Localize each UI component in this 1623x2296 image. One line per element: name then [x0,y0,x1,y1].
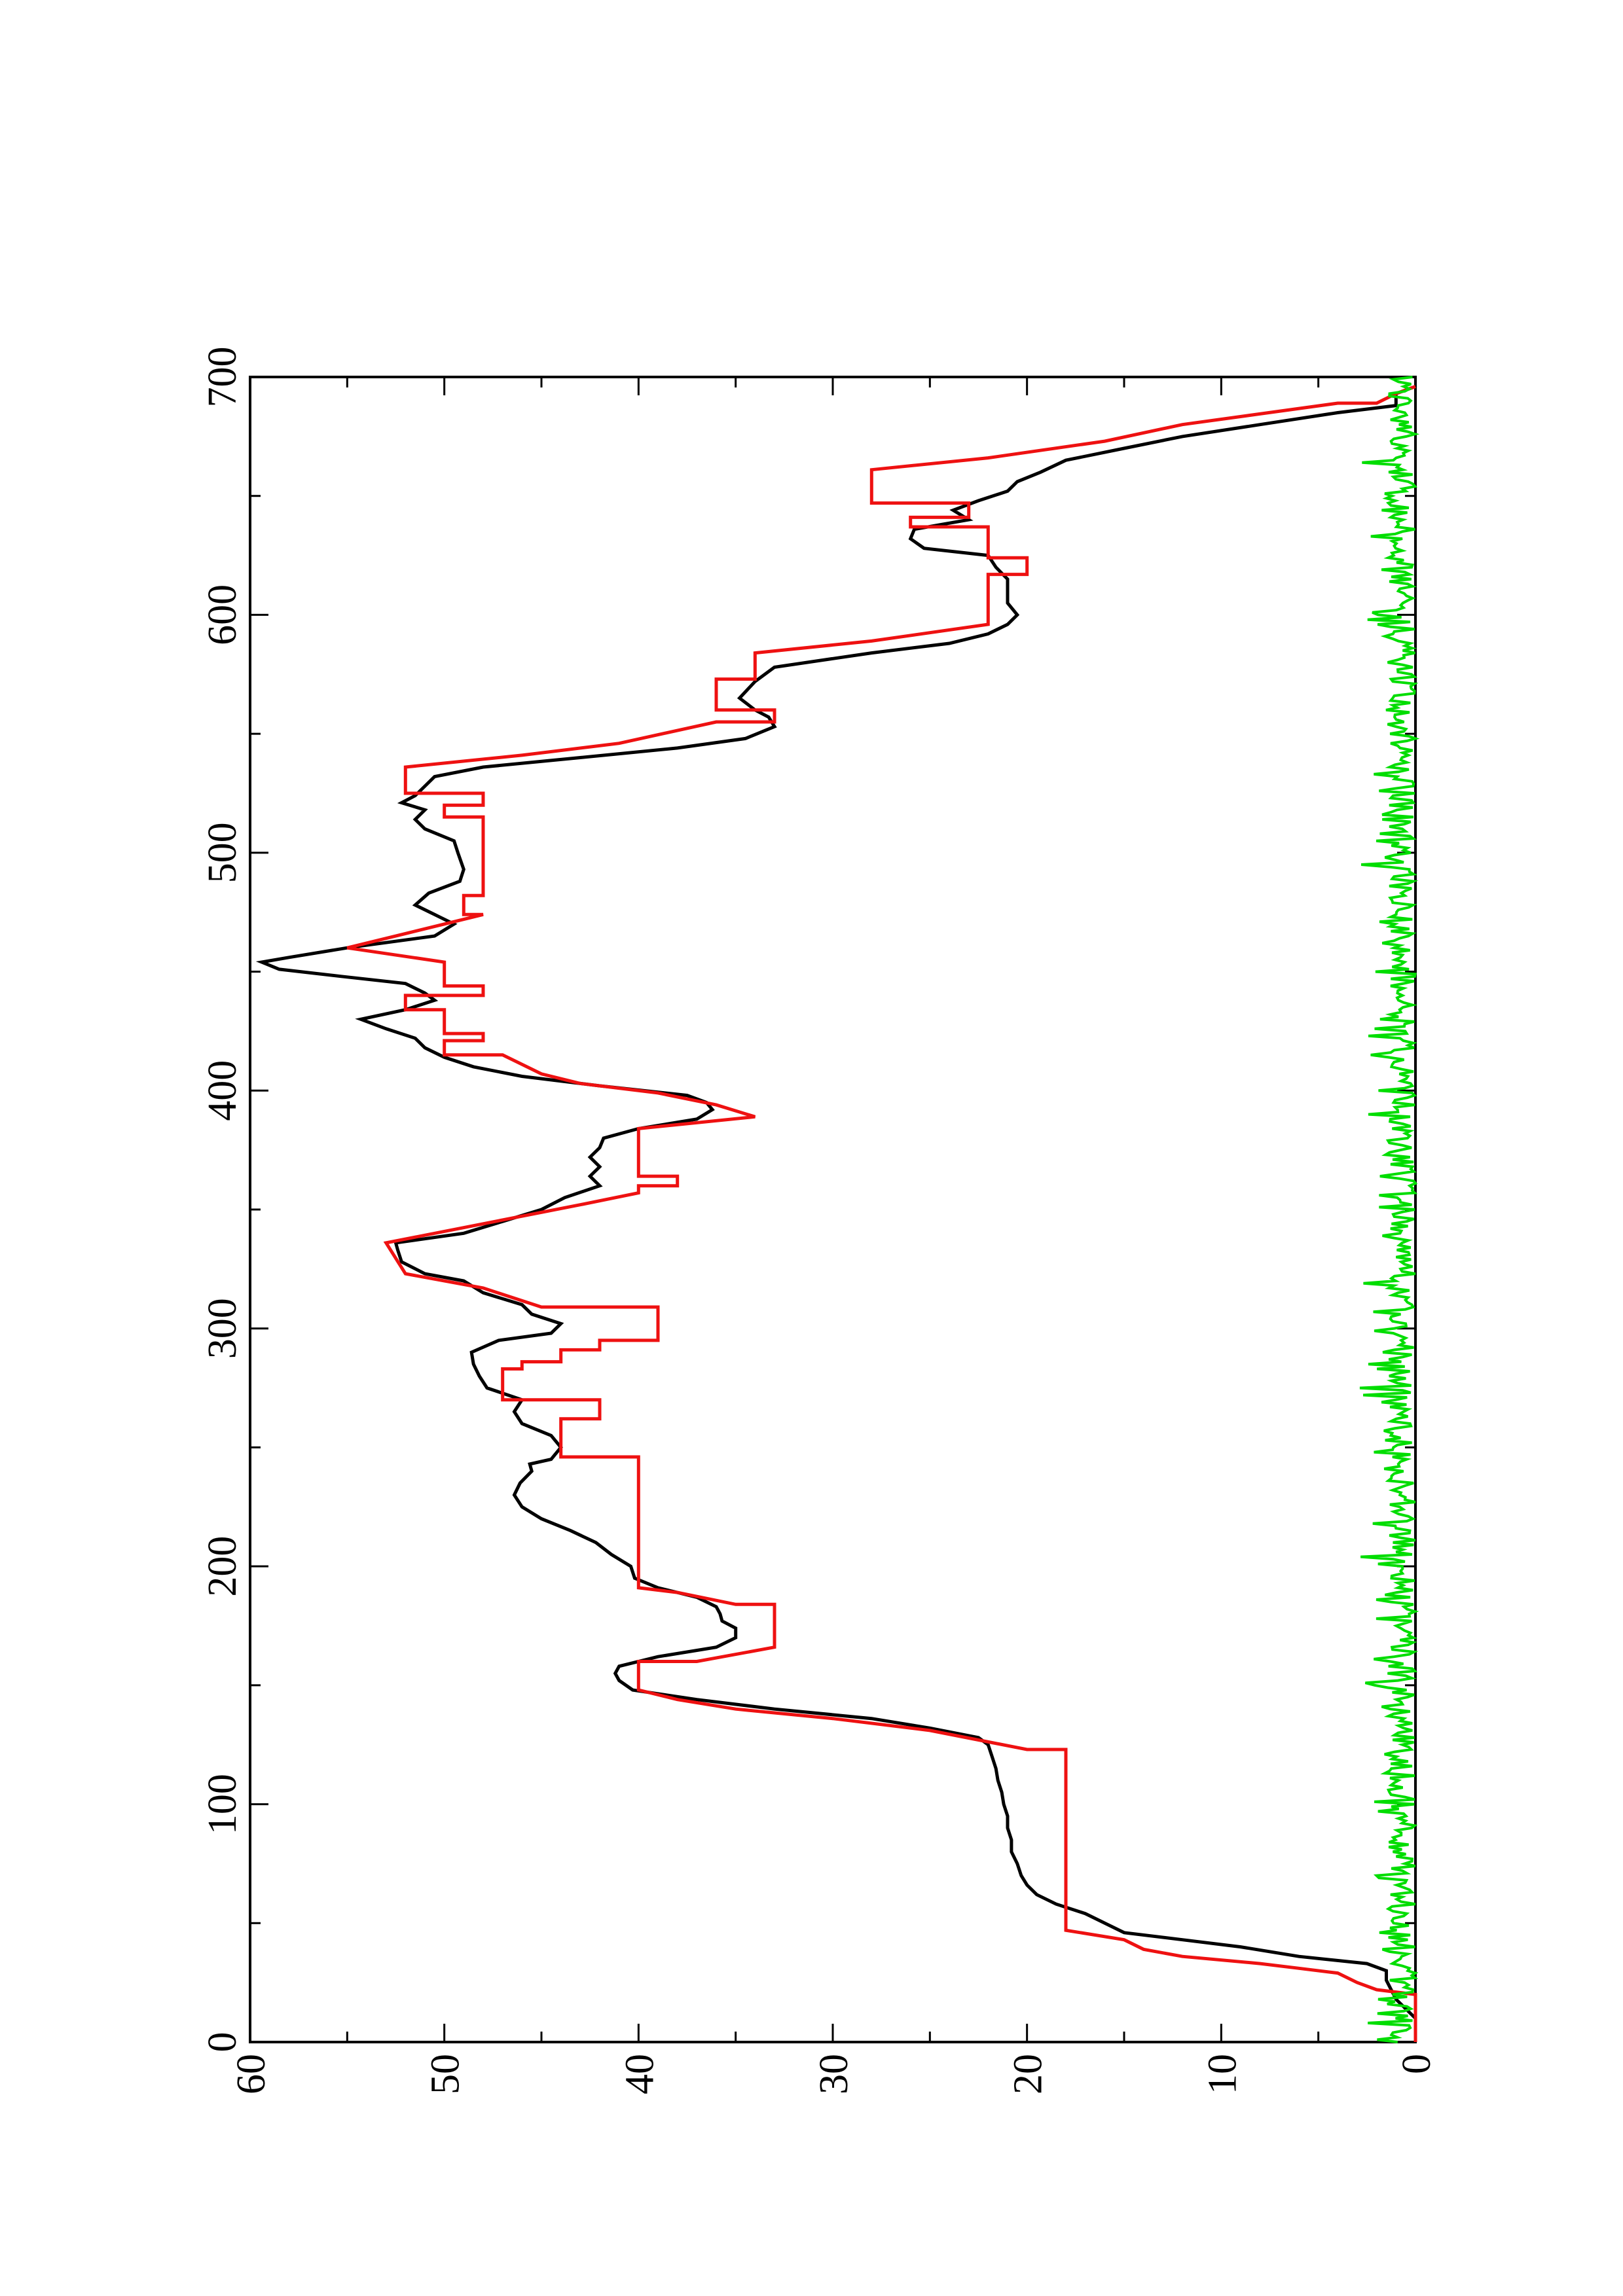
x-tick-label: 600 [200,584,245,645]
plot-area: 0 100 200 300 400 500 600 700 0 10 20 30 40 50 60 [200,347,1439,2095]
x-tick-label: 400 [200,1060,245,1121]
x-tick-label: 700 [200,347,245,408]
series-line-3 [1359,376,1420,2043]
plot-frame [249,376,1417,2043]
axis-ticks [249,376,1417,2043]
series-layer [255,376,1420,2043]
y-tick-label: 20 [1006,2054,1051,2094]
series-line-2 [346,385,1417,2042]
y-tick-label: 60 [229,2054,274,2094]
x-tick-label: 100 [200,1774,245,1835]
x-tick-label: 500 [200,822,245,883]
x-tick-label: 200 [200,1536,245,1597]
y-tick-label: 0 [1395,2054,1439,2074]
x-tick-label: 0 [200,2032,245,2053]
axis-tick-labels: 0 100 200 300 400 500 600 700 0 10 20 30 40 50 60 [200,347,1439,2095]
y-tick-label: 40 [617,2054,662,2094]
y-tick-label: 50 [424,2054,468,2094]
series-line-1 [255,385,1417,2042]
x-tick-label: 300 [200,1298,245,1359]
y-tick-label: 10 [1200,2054,1245,2094]
y-tick-label: 30 [812,2054,856,2094]
